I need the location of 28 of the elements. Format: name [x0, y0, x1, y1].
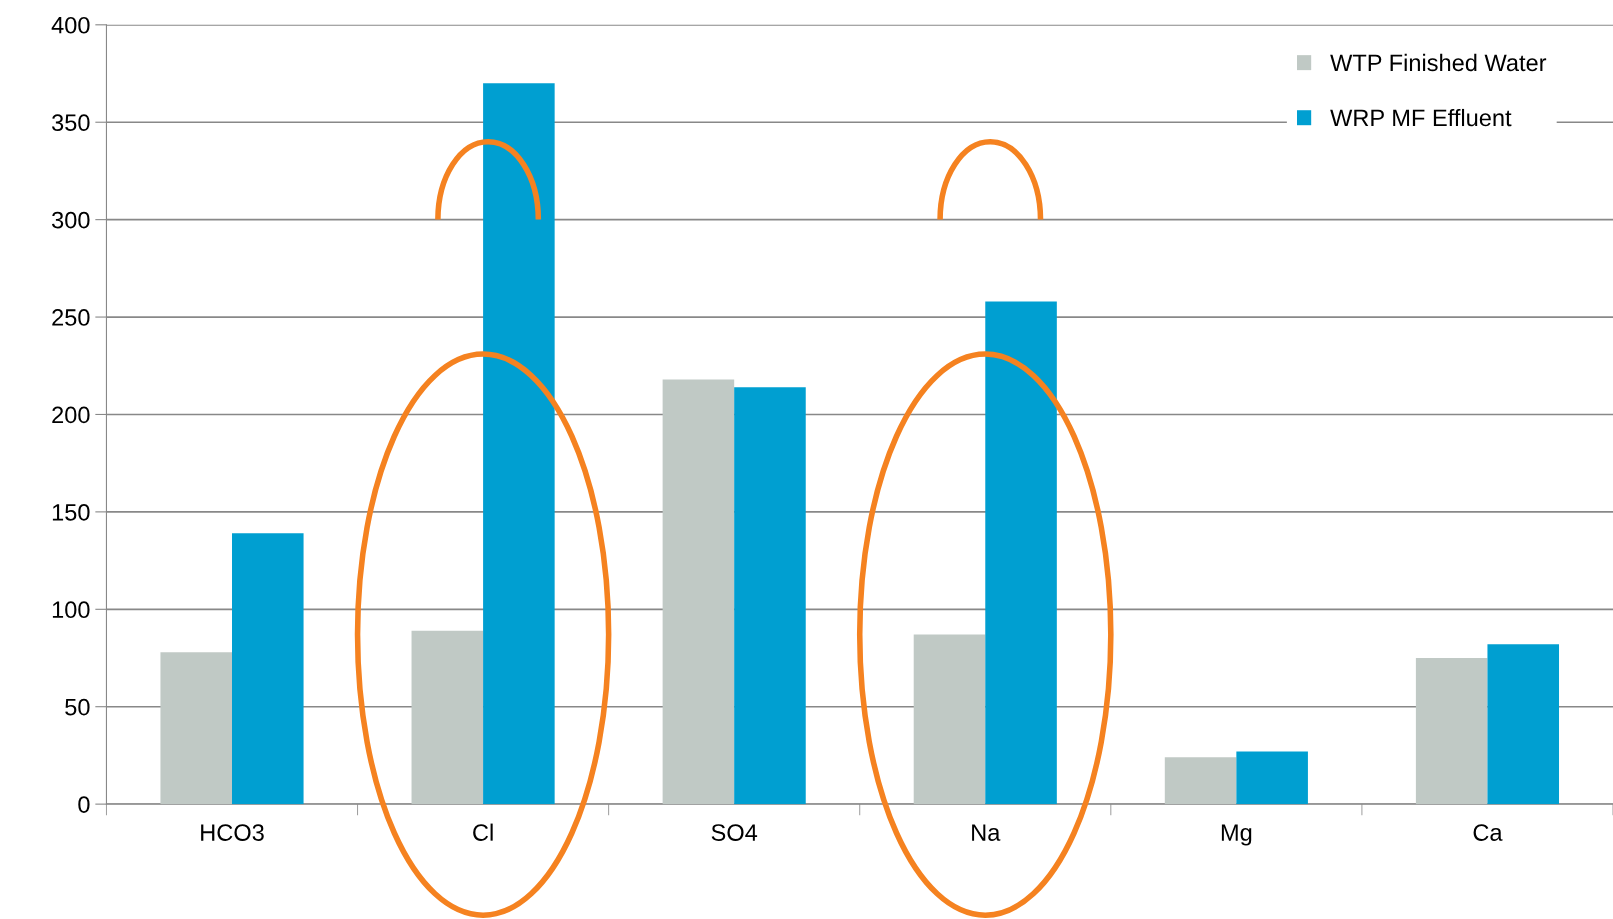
legend-label: WRP MF Effluent — [1330, 108, 1512, 127]
y-tick-label: 350 — [52, 114, 90, 132]
y-tick-label: 400 — [51, 16, 90, 34]
y-tick-label: 150 — [52, 503, 90, 521]
bar — [1487, 644, 1560, 805]
x-tick-label: Cl — [473, 823, 493, 841]
y-tick-label: 0 — [78, 796, 90, 813]
y-tick-label: 50 — [65, 698, 90, 716]
bar — [232, 533, 304, 805]
y-tick-label: 250 — [52, 309, 90, 326]
bar — [1415, 658, 1488, 805]
bar — [411, 630, 484, 805]
bar — [734, 387, 806, 805]
bar — [1164, 757, 1237, 805]
bar — [913, 634, 986, 805]
x-tick-label: SO4 — [711, 824, 758, 841]
bar — [985, 301, 1057, 805]
bar — [160, 652, 232, 805]
y-tick-label: 200 — [52, 406, 90, 424]
x-tick-label: Ca — [1473, 824, 1503, 841]
y-tick-label: 100 — [52, 601, 90, 619]
bar — [662, 379, 735, 805]
x-tick-label: Na — [972, 824, 1001, 841]
y-tick-label: 300 — [52, 211, 90, 229]
x-tick-label: Mg — [1221, 824, 1252, 846]
legend-label: WTP Finished Water — [1330, 53, 1547, 72]
x-tick-label: HCO3 — [201, 824, 264, 841]
bar — [1236, 751, 1308, 805]
